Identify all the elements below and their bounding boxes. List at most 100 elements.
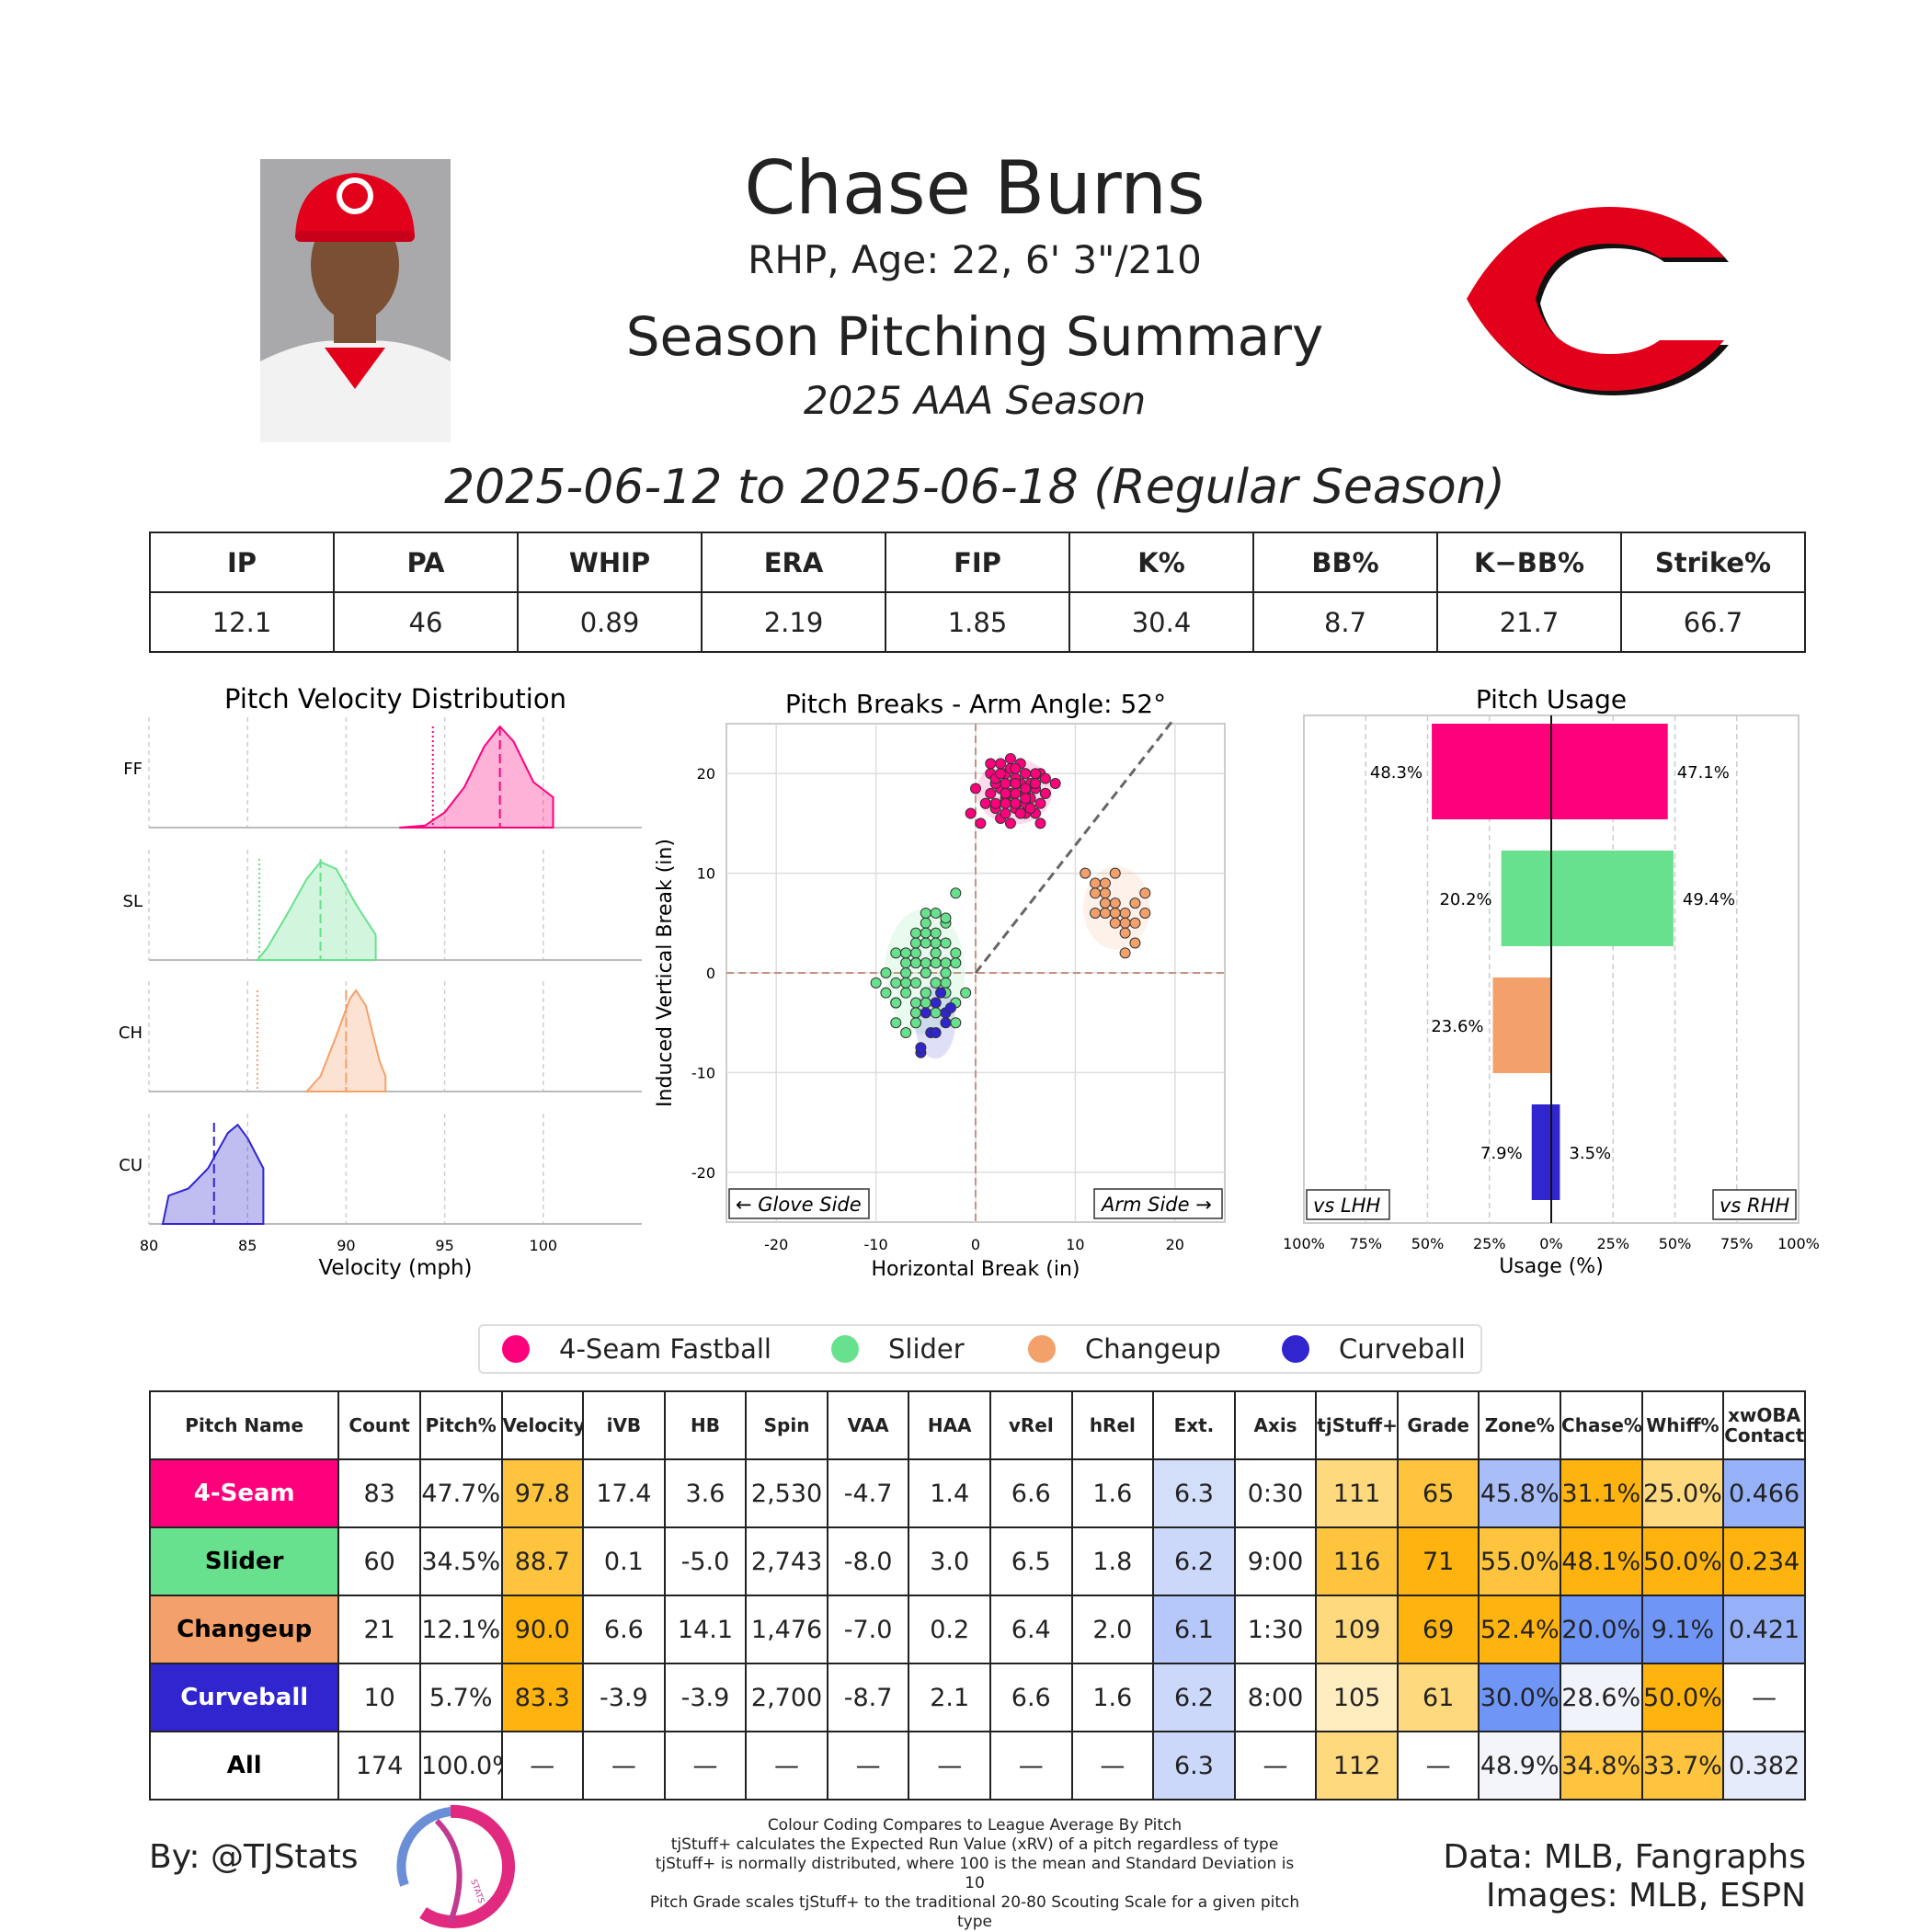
pitch-point xyxy=(920,997,931,1009)
x-tick-label: 100 xyxy=(530,1237,558,1254)
pitch-point xyxy=(920,957,931,969)
column-header: tjStuff+ xyxy=(1315,1390,1399,1460)
pitch-point xyxy=(1034,817,1046,829)
chart-title: Pitch Breaks - Arm Angle: 52° xyxy=(785,689,1166,719)
pitch-point xyxy=(1049,778,1061,790)
table-cell: 47.7% xyxy=(418,1458,503,1528)
table-cell: 0:30 xyxy=(1233,1458,1318,1528)
table-cell: 1.6 xyxy=(1070,1663,1155,1732)
usage-bar-lhh xyxy=(1492,977,1551,1073)
table-cell: 6.5 xyxy=(988,1526,1073,1596)
pitch-point xyxy=(915,1042,927,1054)
table-cell: 97.8 xyxy=(500,1458,585,1528)
table-cell: 2,530 xyxy=(745,1458,828,1528)
summary-title: Season Pitching Summary xyxy=(625,305,1324,368)
pitch-point xyxy=(1090,877,1102,889)
season-label: 2025 AAA Season xyxy=(803,378,1147,423)
stat-value: 2.19 xyxy=(701,591,886,653)
y-tick-label: -10 xyxy=(691,1064,715,1081)
table-cell: 6.6 xyxy=(582,1595,666,1664)
stat-header: PA xyxy=(333,532,519,593)
pitch-point xyxy=(890,997,902,1009)
table-cell: 9:00 xyxy=(1233,1526,1318,1596)
pitch-point xyxy=(1020,793,1032,805)
table-cell: 12.1% xyxy=(418,1595,503,1664)
density-sl xyxy=(255,861,377,961)
stat-header: WHIP xyxy=(517,532,703,593)
pitch-point xyxy=(1109,917,1121,929)
pitch-point xyxy=(1099,877,1111,889)
pitch-point xyxy=(1090,887,1102,899)
legend-marker-curveball xyxy=(1282,1335,1309,1363)
table-cell: 6.4 xyxy=(988,1595,1073,1664)
pitch-point xyxy=(940,977,952,989)
pitch-point xyxy=(1109,897,1121,909)
pitch-point xyxy=(880,987,892,999)
pitch-point xyxy=(1090,907,1102,919)
column-header: VAA xyxy=(826,1390,910,1460)
table-cell: 71 xyxy=(1396,1526,1480,1596)
pitch-point xyxy=(995,758,1007,770)
pitch-point xyxy=(1129,917,1141,929)
table-cell: — xyxy=(1396,1731,1480,1801)
x-axis-label: Usage (%) xyxy=(1499,1255,1604,1278)
image-credit: Images: MLB, ESPN xyxy=(1485,1877,1806,1915)
pitch-point xyxy=(900,967,912,978)
table-cell: 21 xyxy=(337,1595,421,1664)
pitch-point xyxy=(979,797,991,809)
stat-value: 21.7 xyxy=(1436,591,1622,653)
usage-label-rhh: 3.5% xyxy=(1569,1144,1611,1163)
pitch-point xyxy=(909,997,921,1009)
table-cell: 1,476 xyxy=(745,1595,828,1664)
table-cell: 116 xyxy=(1315,1526,1399,1596)
table-cell: 1.8 xyxy=(1070,1526,1155,1596)
table-cell: 33.7% xyxy=(1640,1731,1725,1801)
legend-label: Changeup xyxy=(1085,1333,1221,1365)
x-tick-label: 25% xyxy=(1596,1235,1629,1252)
table-cell: -4.7 xyxy=(826,1458,910,1528)
table-cell: 0.382 xyxy=(1722,1731,1806,1801)
y-axis-label: Induced Vertical Break (in) xyxy=(654,839,677,1107)
column-header: iVB xyxy=(582,1390,666,1460)
glove-side-label: ← Glove Side xyxy=(736,1194,862,1216)
column-header: Grade xyxy=(1396,1390,1480,1460)
table-cell: 28.6% xyxy=(1560,1663,1643,1732)
pitch-point xyxy=(1109,867,1121,879)
column-header: Axis xyxy=(1233,1390,1318,1460)
pitch-point xyxy=(989,797,1001,809)
chart-title: Pitch Velocity Distribution xyxy=(224,683,566,714)
legend-marker-fastball xyxy=(502,1335,530,1363)
x-tick-label: 100% xyxy=(1283,1235,1325,1252)
table-cell: 9.1% xyxy=(1640,1595,1725,1664)
table-cell: 6.3 xyxy=(1152,1731,1236,1801)
pitch-point xyxy=(1034,797,1046,809)
pitch-point xyxy=(940,912,952,924)
column-header: HB xyxy=(663,1390,748,1460)
table-cell: 6.1 xyxy=(1152,1595,1236,1664)
pitch-point xyxy=(940,957,952,969)
pitch-point xyxy=(1020,768,1032,780)
pitch-point xyxy=(950,887,962,899)
pitch-name-cell: Curveball xyxy=(148,1663,340,1732)
table-cell: 69 xyxy=(1396,1595,1480,1664)
x-tick-label: 10 xyxy=(1066,1236,1084,1253)
pitch-name-cell: 4-Seam xyxy=(148,1458,340,1528)
x-tick-label: 80 xyxy=(140,1237,158,1254)
pitch-table-header-row: Pitch Name Count Pitch% Velocity iVB HB Spin VA… xyxy=(148,1390,1806,1460)
pitch-name-cell: Slider xyxy=(148,1526,340,1596)
x-tick-label: 0% xyxy=(1539,1235,1562,1252)
pitch-point xyxy=(920,927,931,939)
table-cell: 6.2 xyxy=(1152,1526,1236,1596)
pitch-point xyxy=(930,937,942,949)
pitch-point xyxy=(890,947,902,959)
pitch-point xyxy=(950,957,962,969)
table-cell: -8.7 xyxy=(826,1663,910,1732)
table-cell: — xyxy=(1070,1731,1155,1801)
pitch-point xyxy=(930,977,942,989)
y-tick-label: 10 xyxy=(697,865,715,883)
usage-label-rhh: 47.1% xyxy=(1677,763,1730,783)
table-cell: — xyxy=(582,1731,666,1801)
pitch-point xyxy=(1030,778,1042,790)
pitch-name-cell: Changeup xyxy=(148,1595,340,1664)
pitch-point xyxy=(1119,907,1131,919)
